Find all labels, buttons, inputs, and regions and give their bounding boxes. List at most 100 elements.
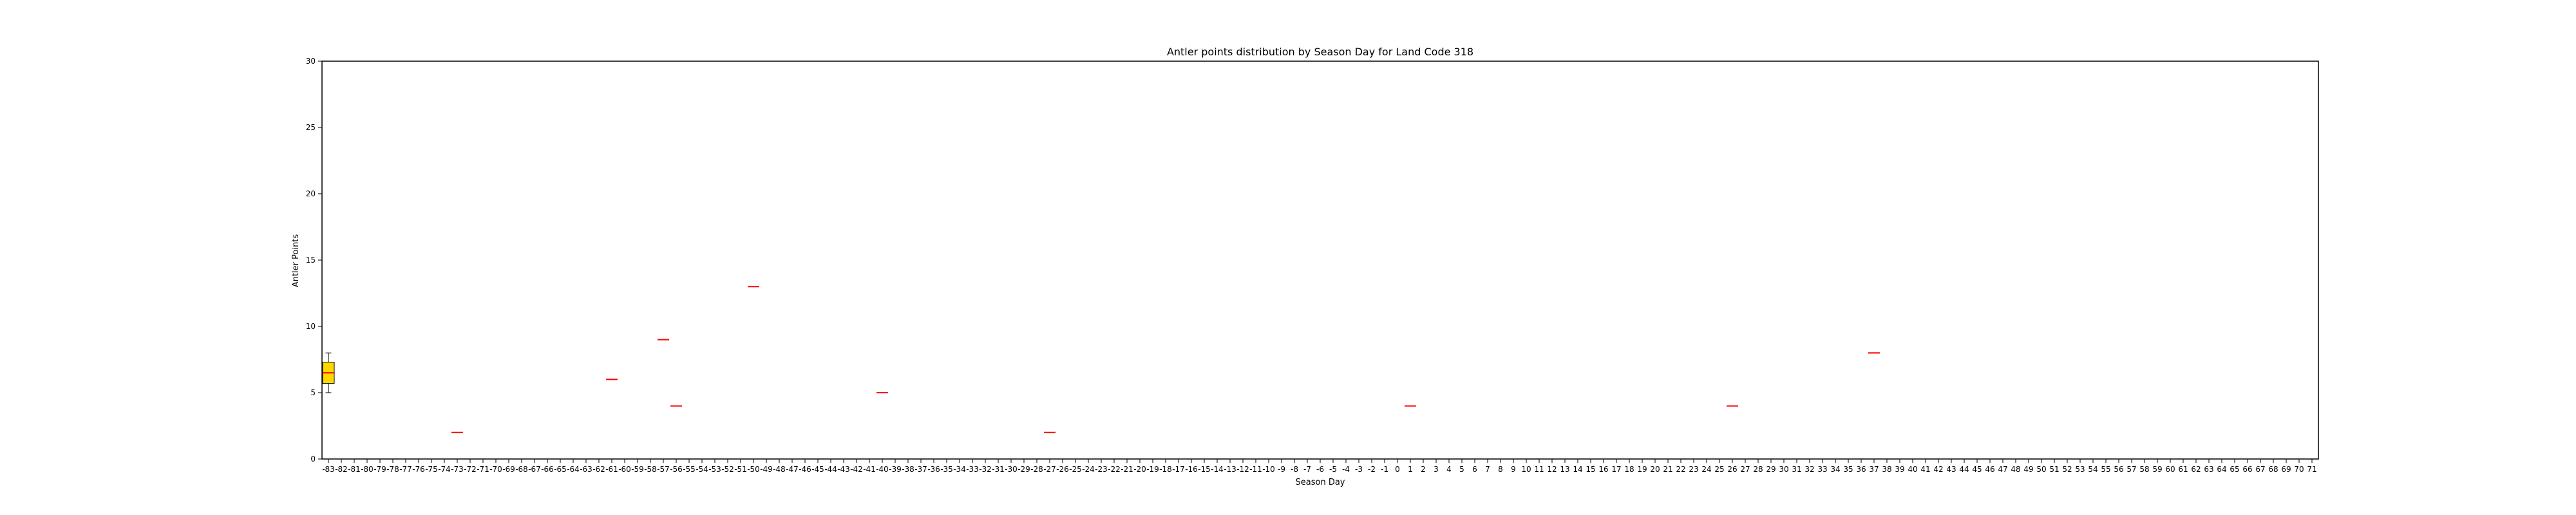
x-tick-label: -82 xyxy=(335,465,348,474)
x-tick-label: 16 xyxy=(1598,465,1608,474)
y-tick-label: 0 xyxy=(310,454,316,464)
x-tick-label: 43 xyxy=(1946,465,1956,474)
x-tick-label: -75 xyxy=(425,465,438,474)
y-tick-label: 20 xyxy=(306,189,316,198)
x-tick-label: -8 xyxy=(1291,465,1298,474)
x-tick-label: -66 xyxy=(541,465,554,474)
x-tick-label: 50 xyxy=(2036,465,2046,474)
x-tick-label: -29 xyxy=(1018,465,1030,474)
x-tick-label: -28 xyxy=(1030,465,1043,474)
x-tick-label: -61 xyxy=(605,465,618,474)
x-tick-label: -37 xyxy=(914,465,927,474)
axes-frame xyxy=(321,61,2319,460)
x-tick-label: -12 xyxy=(1236,465,1249,474)
x-tick-label: 15 xyxy=(1586,465,1595,474)
x-tick-label: 22 xyxy=(1676,465,1685,474)
x-tick-label: 47 xyxy=(1998,465,2007,474)
x-tick-label: -74 xyxy=(438,465,451,474)
y-tick-label: 25 xyxy=(306,123,316,132)
x-tick-label: 20 xyxy=(1650,465,1660,474)
x-tick-label: -59 xyxy=(631,465,644,474)
x-tick-label: -3 xyxy=(1355,465,1363,474)
x-tick-label: 28 xyxy=(1753,465,1763,474)
x-tick-label: -2 xyxy=(1368,465,1376,474)
x-tick-label: 25 xyxy=(1714,465,1724,474)
x-tick-label: -68 xyxy=(515,465,528,474)
x-tick-label: 63 xyxy=(2204,465,2213,474)
x-tick-label: 3 xyxy=(1434,465,1439,474)
x-tick-label: -53 xyxy=(708,465,721,474)
x-tick-label: 55 xyxy=(2101,465,2110,474)
x-tick-label: -7 xyxy=(1303,465,1311,474)
x-tick-label: -83 xyxy=(322,465,335,474)
x-tick-label: -1 xyxy=(1381,465,1388,474)
x-tick-label: 65 xyxy=(2230,465,2239,474)
x-tick-label: 35 xyxy=(1843,465,1853,474)
x-tick-label: -26 xyxy=(1056,465,1069,474)
x-tick-label: -81 xyxy=(348,465,361,474)
x-tick-label: -54 xyxy=(696,465,708,474)
x-tick-label: -69 xyxy=(502,465,515,474)
x-tick-label: -30 xyxy=(1005,465,1018,474)
x-tick-label: -71 xyxy=(477,465,489,474)
x-tick-label: -80 xyxy=(361,465,374,474)
x-tick-label: 4 xyxy=(1446,465,1452,474)
x-tick-label: 2 xyxy=(1421,465,1426,474)
x-tick-label: 10 xyxy=(1521,465,1531,474)
x-tick-label: 48 xyxy=(2011,465,2020,474)
x-tick-label: 56 xyxy=(2114,465,2123,474)
x-tick-label: 61 xyxy=(2178,465,2188,474)
x-tick-label: -78 xyxy=(386,465,399,474)
y-tick-label: 15 xyxy=(306,256,316,265)
x-tick-label: -38 xyxy=(902,465,914,474)
x-tick-label: -17 xyxy=(1172,465,1185,474)
x-tick-label: -72 xyxy=(464,465,477,474)
x-tick-label: -49 xyxy=(760,465,773,474)
x-tick-label: 24 xyxy=(1701,465,1711,474)
x-tick-label: -36 xyxy=(927,465,940,474)
x-tick-label: -22 xyxy=(1108,465,1121,474)
x-tick-label: -57 xyxy=(657,465,670,474)
x-tick-label: 59 xyxy=(2152,465,2162,474)
x-tick-label: 53 xyxy=(2075,465,2085,474)
x-tick-label: -18 xyxy=(1159,465,1172,474)
x-tick-label: 64 xyxy=(2217,465,2226,474)
x-tick-label: -31 xyxy=(992,465,1005,474)
x-tick-label: 7 xyxy=(1485,465,1490,474)
x-tick-label: -60 xyxy=(618,465,631,474)
x-axis-title: Season Day xyxy=(1296,478,1345,487)
x-tick-label: -62 xyxy=(592,465,605,474)
x-tick-label: 68 xyxy=(2268,465,2278,474)
x-tick-label: -67 xyxy=(528,465,541,474)
x-tick-label: -56 xyxy=(670,465,683,474)
x-tick-label: -58 xyxy=(644,465,657,474)
x-tick-label: -79 xyxy=(374,465,386,474)
x-tick-label: 6 xyxy=(1472,465,1477,474)
x-tick-label: -16 xyxy=(1185,465,1198,474)
x-tick-label: -14 xyxy=(1211,465,1224,474)
x-tick-label: 1 xyxy=(1408,465,1413,474)
x-tick-label: -25 xyxy=(1069,465,1082,474)
x-tick-label: 44 xyxy=(1959,465,1969,474)
x-tick-label: -33 xyxy=(966,465,979,474)
x-tick-label: 26 xyxy=(1727,465,1737,474)
x-tick-label: -19 xyxy=(1146,465,1159,474)
x-tick-label: -13 xyxy=(1224,465,1236,474)
x-tick-label: -51 xyxy=(734,465,747,474)
x-tick-label: -73 xyxy=(451,465,464,474)
x-tick-label: 30 xyxy=(1779,465,1788,474)
x-tick-label: 29 xyxy=(1766,465,1776,474)
x-tick-label: -48 xyxy=(773,465,786,474)
x-tick-label: -4 xyxy=(1342,465,1350,474)
x-tick-label: 14 xyxy=(1573,465,1582,474)
chart-title: Antler points distribution by Season Day… xyxy=(1167,46,1473,58)
x-tick-label: -46 xyxy=(799,465,811,474)
x-tick-label: -63 xyxy=(580,465,592,474)
x-tick-label: 58 xyxy=(2139,465,2149,474)
x-tick-label: 57 xyxy=(2126,465,2136,474)
x-tick-label: -35 xyxy=(940,465,953,474)
x-tick-label: -43 xyxy=(837,465,850,474)
x-tick-label: -55 xyxy=(683,465,696,474)
x-tick-label: -41 xyxy=(863,465,876,474)
